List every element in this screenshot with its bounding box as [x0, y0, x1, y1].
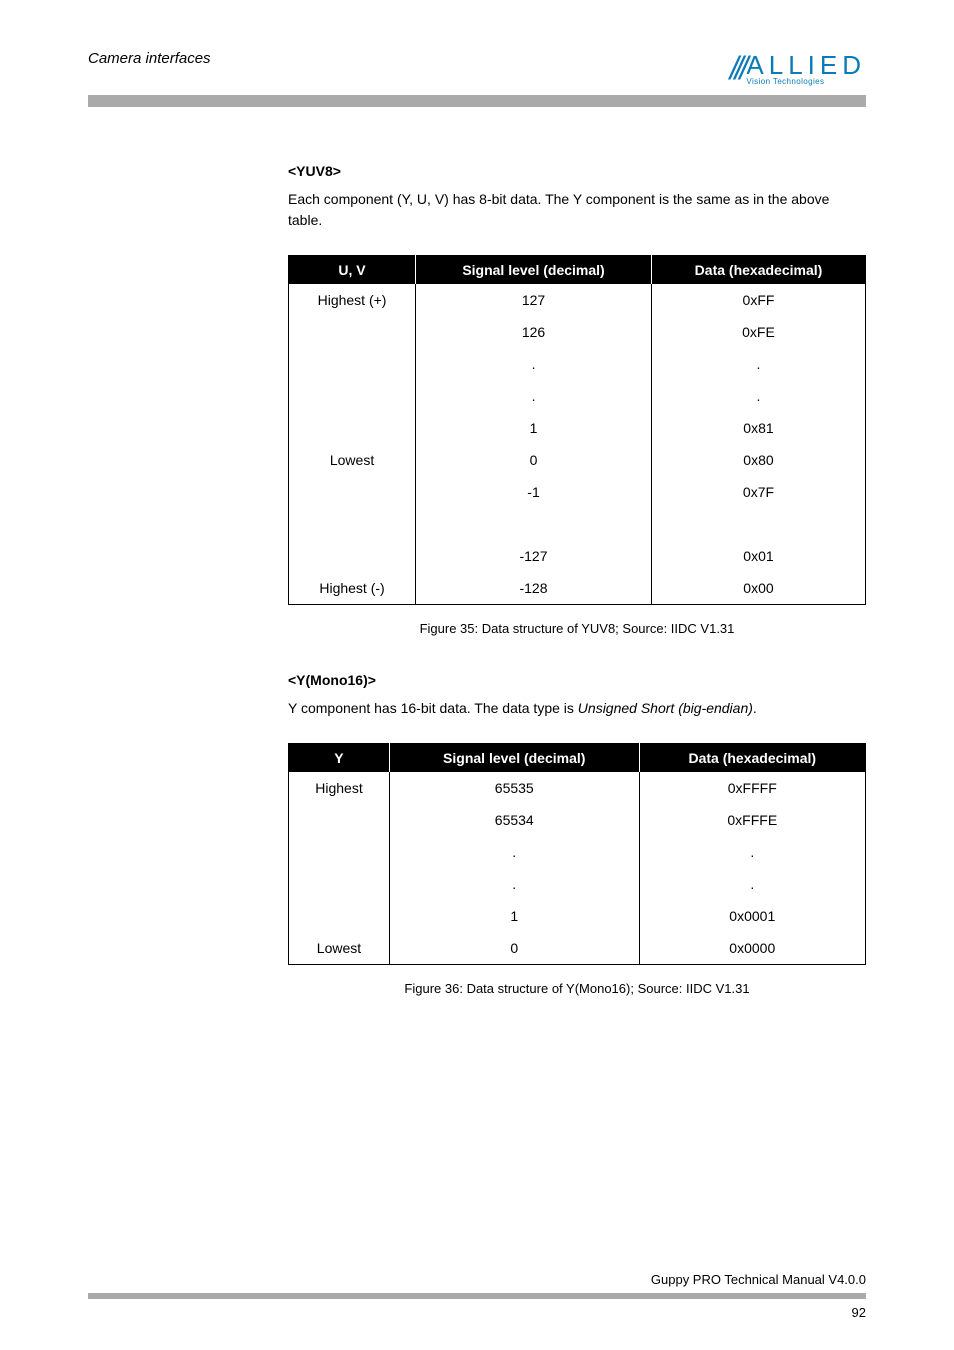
table-row: ..	[289, 868, 866, 900]
table-row: Lowest00x0000	[289, 932, 866, 965]
yuv8-table: U, V Signal level (decimal) Data (hexade…	[288, 255, 866, 605]
footer-gray-bar	[88, 1293, 866, 1299]
table-header-row: Y Signal level (decimal) Data (hexadecim…	[289, 744, 866, 773]
para-italic: Unsigned Short (big-endian)	[578, 700, 753, 716]
logo-bottom-text: Vision Technologies	[746, 78, 866, 86]
table-row: 10x81	[289, 412, 866, 444]
section1-paragraph: Each component (Y, U, V) has 8-bit data.…	[288, 189, 866, 231]
para-prefix: Y component has 16-bit data. The data ty…	[288, 700, 578, 716]
page-header: Camera interfaces /// ALLIED Vision Tech…	[88, 50, 866, 87]
table-row: -1270x01	[289, 540, 866, 572]
section1-heading: <YUV8>	[288, 163, 866, 179]
table2-caption: Figure 36: Data structure of Y(Mono16); …	[288, 981, 866, 996]
table-row: Highest655350xFFFF	[289, 772, 866, 804]
table-row: Highest (-)-1280x00	[289, 572, 866, 605]
logo-top-text: ALLIED	[746, 52, 866, 78]
mono16-table: Y Signal level (decimal) Data (hexadecim…	[288, 743, 866, 965]
table-row: 655340xFFFE	[289, 804, 866, 836]
table-row: 10x0001	[289, 900, 866, 932]
page-number: 92	[88, 1305, 866, 1320]
content-area: <YUV8> Each component (Y, U, V) has 8-bi…	[88, 163, 866, 996]
table-row: ..	[289, 380, 866, 412]
table-row: Highest (+)1270xFF	[289, 284, 866, 316]
header-gray-bar	[88, 95, 866, 107]
table-row: -10x7F	[289, 476, 866, 508]
logo-slashes-icon: ///	[730, 50, 745, 87]
section2-heading: <Y(Mono16)>	[288, 672, 866, 688]
brand-logo: /// ALLIED Vision Technologies	[730, 50, 866, 87]
col-header: Y	[289, 744, 390, 773]
col-header: Signal level (decimal)	[416, 256, 652, 285]
table1-caption: Figure 35: Data structure of YUV8; Sourc…	[288, 621, 866, 636]
col-header: Data (hexadecimal)	[651, 256, 865, 285]
footer-text: Guppy PRO Technical Manual V4.0.0	[88, 1272, 866, 1287]
section2-paragraph: Y component has 16-bit data. The data ty…	[288, 698, 866, 719]
table-row: ..	[289, 348, 866, 380]
para-suffix: .	[753, 700, 757, 716]
col-header: Data (hexadecimal)	[639, 744, 865, 773]
table-row: Lowest00x80	[289, 444, 866, 476]
page-footer: Guppy PRO Technical Manual V4.0.0 92	[88, 1272, 866, 1320]
table-row: ..	[289, 836, 866, 868]
table-row: 1260xFE	[289, 316, 866, 348]
table-row	[289, 524, 866, 540]
table-header-row: U, V Signal level (decimal) Data (hexade…	[289, 256, 866, 285]
col-header: U, V	[289, 256, 416, 285]
col-header: Signal level (decimal)	[389, 744, 639, 773]
section-title: Camera interfaces	[88, 50, 211, 67]
table-row	[289, 508, 866, 524]
